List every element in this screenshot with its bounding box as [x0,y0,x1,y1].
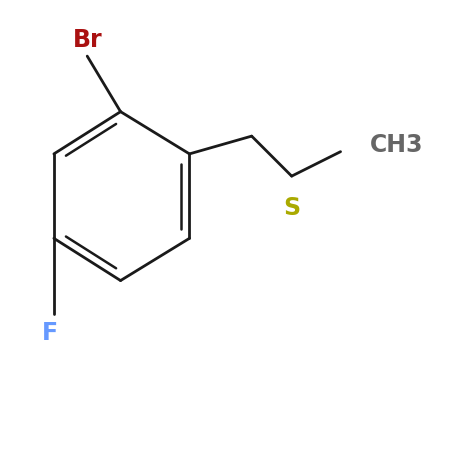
Text: F: F [41,320,58,345]
Text: Br: Br [72,27,102,52]
Text: CH3: CH3 [369,133,423,157]
Text: S: S [283,196,300,220]
